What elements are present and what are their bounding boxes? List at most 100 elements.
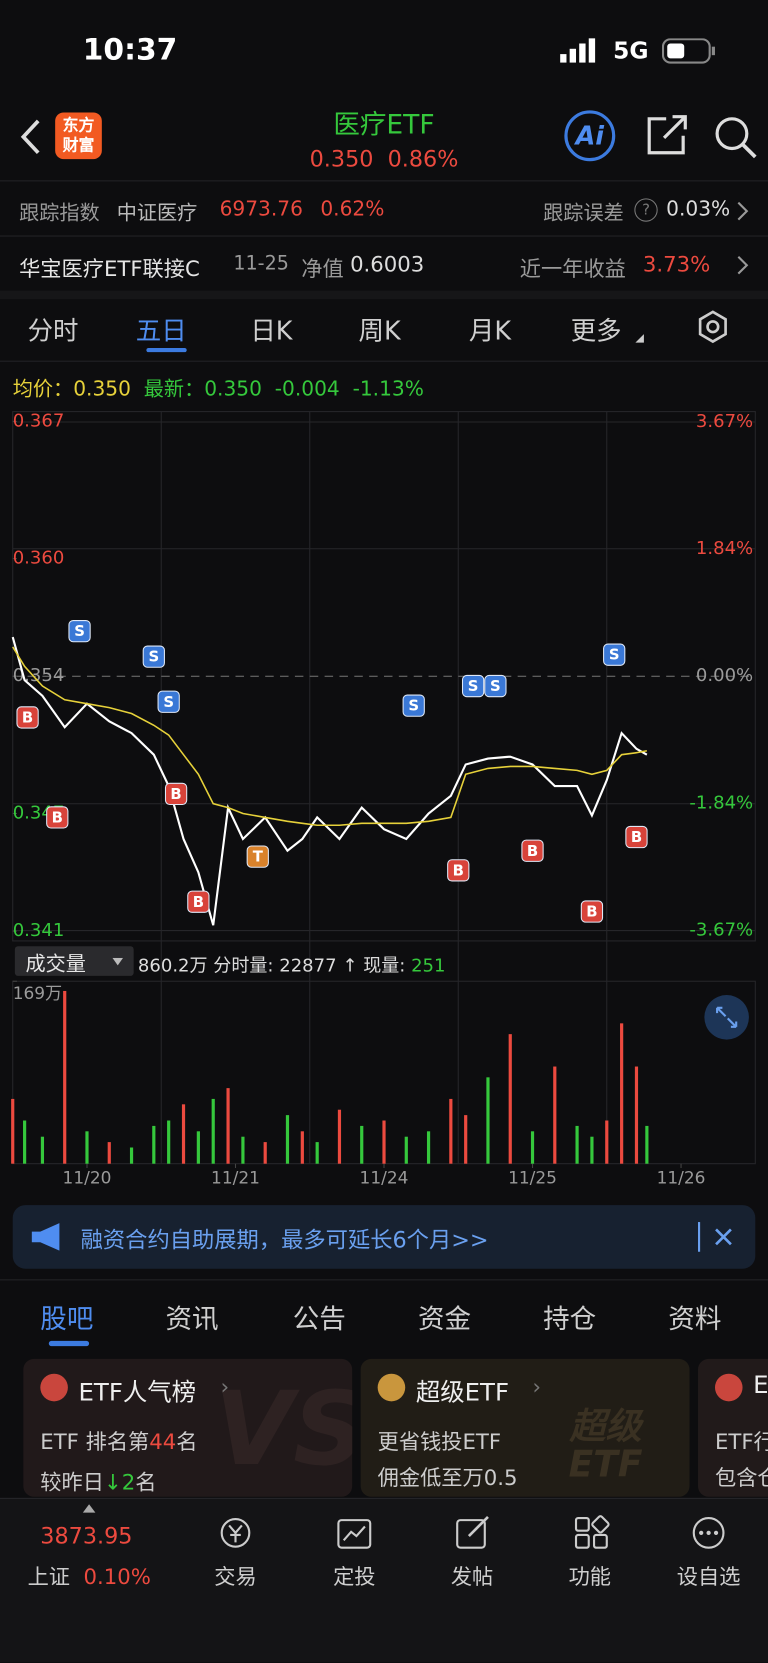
card-icon bbox=[377, 1373, 406, 1402]
trade-marker-label: S bbox=[468, 677, 479, 695]
last-label: 最新： bbox=[143, 377, 205, 401]
nav-item[interactable]: 设自选 bbox=[676, 1563, 741, 1590]
minute-volume: 22877 bbox=[279, 955, 337, 977]
post-icon bbox=[456, 1516, 489, 1549]
card[interactable]: VS ETF人气榜 › ETF 排名第44名 较昨日↓2名 bbox=[23, 1358, 353, 1497]
index-name[interactable]: 上证 0.10% bbox=[28, 1559, 151, 1590]
volume-bar bbox=[575, 1125, 579, 1164]
trade-marker bbox=[68, 620, 91, 643]
trade-marker-label: B bbox=[52, 808, 63, 826]
app-logo[interactable]: 东方 财富 bbox=[55, 112, 102, 160]
volume-bar bbox=[590, 1136, 594, 1164]
avg-label: 均价： bbox=[12, 377, 74, 401]
volume-bar bbox=[40, 1136, 45, 1164]
period-tab[interactable]: 分时 bbox=[27, 316, 79, 346]
card-icon bbox=[714, 1373, 743, 1402]
chevron[interactable] bbox=[736, 255, 749, 276]
average-line bbox=[12, 646, 648, 827]
nav-item[interactable]: 交易 bbox=[214, 1563, 257, 1590]
watermark-text: ETF bbox=[568, 1443, 643, 1487]
settings-button[interactable] bbox=[696, 310, 730, 344]
y2-tick-label: 3.67% bbox=[696, 411, 753, 432]
volume-bar bbox=[315, 1142, 319, 1164]
trade-marker bbox=[625, 825, 648, 849]
period-tab[interactable]: 更多 bbox=[570, 316, 622, 346]
trade-marker bbox=[46, 806, 69, 829]
index-value[interactable]: 3873.95 bbox=[40, 1523, 133, 1549]
linked-name: 华宝医疗ETF联接C bbox=[19, 255, 200, 282]
period-tab[interactable]: 月K bbox=[468, 316, 512, 346]
volume-bar bbox=[464, 1115, 468, 1164]
x-tick-label: 11/20 bbox=[63, 1169, 112, 1189]
return-label: 近一年收益 bbox=[519, 255, 626, 282]
volume-bar bbox=[449, 1098, 453, 1164]
banner-text[interactable]: 融资合约自助展期，最多可延长6个月>> bbox=[80, 1227, 489, 1253]
period-tab-active[interactable]: 五日 bbox=[135, 316, 187, 346]
section-tab[interactable]: 资讯 bbox=[165, 1303, 219, 1335]
card-text: 更省钱投ETF bbox=[377, 1428, 502, 1455]
search-button[interactable] bbox=[713, 115, 760, 160]
card-text: ETF行 bbox=[714, 1428, 768, 1455]
card[interactable]: E ETF行 包含仓 bbox=[698, 1358, 768, 1497]
trade-marker bbox=[246, 845, 269, 868]
y2-tick-label: -1.84% bbox=[689, 793, 753, 814]
card-text: 包含仓 bbox=[714, 1464, 768, 1491]
trade-marker-label: S bbox=[74, 622, 85, 640]
trade-marker-label: B bbox=[170, 785, 181, 803]
period-tab[interactable]: 日K bbox=[250, 316, 293, 346]
trade-marker bbox=[164, 782, 188, 806]
trade-marker-label: S bbox=[609, 646, 620, 664]
nav-item[interactable]: 功能 bbox=[568, 1563, 612, 1590]
error-value: 0.03% bbox=[666, 197, 731, 221]
nav-item[interactable]: 发帖 bbox=[450, 1563, 494, 1590]
card-line: 较昨日↓2名 bbox=[40, 1465, 156, 1496]
trade-marker bbox=[484, 674, 507, 698]
period-tab[interactable]: 周K bbox=[358, 316, 401, 346]
section-tab[interactable]: 持仓 bbox=[543, 1303, 597, 1335]
volume-bar bbox=[300, 1131, 304, 1164]
volume-bar bbox=[23, 1120, 27, 1164]
expand-button[interactable] bbox=[704, 995, 749, 1040]
minute-label: 分时量: bbox=[213, 955, 274, 977]
x-tick-label: 11/24 bbox=[360, 1169, 409, 1189]
expand-icon bbox=[716, 1006, 738, 1028]
trade-marker bbox=[157, 690, 180, 713]
section-tab-active[interactable]: 股吧 bbox=[40, 1303, 94, 1335]
volume-bar bbox=[530, 1131, 535, 1164]
last-change: -0.004 bbox=[274, 377, 340, 401]
chevron[interactable] bbox=[736, 200, 749, 221]
volume-bar bbox=[508, 1034, 512, 1164]
ai-button[interactable]: Ai bbox=[564, 110, 616, 162]
volume-bar bbox=[181, 1104, 186, 1164]
tracking-change: 0.62% bbox=[320, 197, 385, 221]
watchlist-icon bbox=[692, 1516, 725, 1549]
share-button[interactable] bbox=[645, 115, 690, 157]
nav-item[interactable]: 定投 bbox=[333, 1563, 376, 1590]
volume-bar bbox=[11, 1098, 15, 1164]
help-icon[interactable]: ? bbox=[634, 198, 658, 222]
card-title: ETF人气榜 bbox=[78, 1379, 197, 1407]
volume-bar bbox=[263, 1142, 267, 1164]
section-tab[interactable]: 资金 bbox=[417, 1303, 472, 1335]
section-tab[interactable]: 公告 bbox=[292, 1303, 346, 1335]
close-button[interactable] bbox=[713, 1226, 734, 1247]
back-button[interactable] bbox=[19, 119, 44, 155]
card-text: 佣金低至万0.5 bbox=[377, 1464, 518, 1491]
logo-text: 东方 bbox=[62, 115, 95, 135]
bottom-nav bbox=[0, 1497, 768, 1663]
volume-selector[interactable] bbox=[14, 946, 134, 976]
card[interactable]: 超级 ETF 超级ETF › 更省钱投ETF 佣金低至万0.5 bbox=[360, 1358, 690, 1497]
nav-label: 净值 bbox=[301, 255, 344, 282]
index-change: 0.10% bbox=[83, 1563, 151, 1590]
trade-marker-label: B bbox=[453, 861, 464, 879]
y2-tick-label: 1.84% bbox=[696, 538, 753, 559]
trade-marker-label: B bbox=[631, 828, 642, 846]
banner[interactable] bbox=[12, 1205, 756, 1269]
price-line bbox=[11, 636, 648, 926]
function-icon bbox=[574, 1515, 610, 1549]
section-tab[interactable]: 资料 bbox=[668, 1303, 722, 1335]
down-arrow: ↓ bbox=[103, 1469, 122, 1495]
volume-bar bbox=[63, 990, 67, 1164]
trade-marker-label: S bbox=[490, 677, 501, 695]
card-icon bbox=[40, 1373, 68, 1402]
